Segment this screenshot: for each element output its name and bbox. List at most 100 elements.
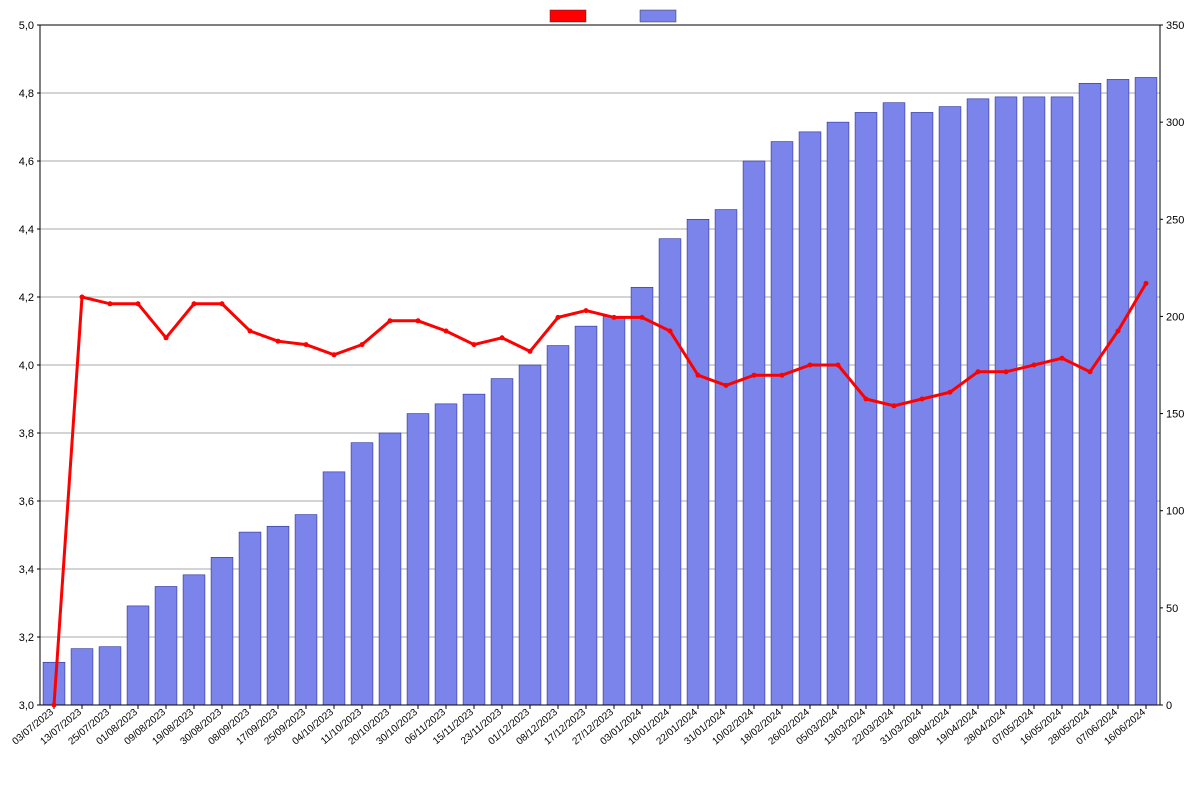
- bar: [911, 112, 933, 705]
- line-marker: [192, 301, 197, 306]
- right-axis-tick: 150: [1166, 409, 1184, 421]
- left-axis-tick: 3,4: [19, 564, 34, 576]
- left-axis-tick: 4,6: [19, 156, 34, 168]
- bar: [211, 557, 233, 705]
- bar: [267, 526, 289, 705]
- line-marker: [1116, 329, 1121, 334]
- line-marker: [304, 342, 309, 347]
- bar: [323, 472, 345, 705]
- bar: [463, 394, 485, 705]
- bar: [295, 515, 317, 705]
- bar: [1023, 97, 1045, 705]
- line-marker: [920, 397, 925, 402]
- line-marker: [752, 373, 757, 378]
- line-marker: [164, 335, 169, 340]
- left-axis-tick: 3,2: [19, 632, 34, 644]
- line-marker: [472, 342, 477, 347]
- bar: [435, 404, 457, 705]
- line-marker: [136, 301, 141, 306]
- left-axis-tick: 4,4: [19, 224, 34, 236]
- line-marker: [500, 335, 505, 340]
- line-marker: [808, 363, 813, 368]
- line-marker: [332, 352, 337, 357]
- line-marker: [892, 403, 897, 408]
- bar: [1135, 77, 1157, 705]
- left-axis-tick: 3,6: [19, 496, 34, 508]
- bar: [687, 219, 709, 705]
- line-marker: [80, 295, 85, 300]
- bar: [743, 161, 765, 705]
- right-axis-tick: 50: [1166, 603, 1178, 615]
- bar: [827, 122, 849, 705]
- bar: [239, 532, 261, 705]
- line-marker: [976, 369, 981, 374]
- legend-swatch: [640, 10, 676, 22]
- line-marker: [1144, 281, 1149, 286]
- right-axis-tick: 250: [1166, 214, 1184, 226]
- bar: [155, 586, 177, 705]
- bar: [771, 142, 793, 705]
- bar: [659, 239, 681, 705]
- line-marker: [584, 308, 589, 313]
- bar: [995, 97, 1017, 705]
- line-marker: [668, 329, 673, 334]
- bar: [715, 210, 737, 705]
- bar: [631, 287, 653, 705]
- line-marker: [836, 363, 841, 368]
- line-marker: [864, 397, 869, 402]
- bar: [603, 316, 625, 705]
- bar: [1107, 79, 1129, 705]
- bar: [547, 346, 569, 705]
- line-marker: [640, 315, 645, 320]
- line-marker: [696, 373, 701, 378]
- left-axis-tick: 4,0: [19, 360, 34, 372]
- bar: [855, 112, 877, 705]
- bar: [1079, 83, 1101, 705]
- bar: [967, 99, 989, 705]
- right-axis-tick: 200: [1166, 311, 1184, 323]
- line-marker: [220, 301, 225, 306]
- right-axis-tick: 0: [1166, 700, 1172, 712]
- legend-swatch: [550, 10, 586, 22]
- line-marker: [276, 339, 281, 344]
- line-marker: [1060, 356, 1065, 361]
- right-axis-tick: 350: [1166, 20, 1184, 32]
- bar: [71, 649, 93, 705]
- line-marker: [780, 373, 785, 378]
- line-marker: [528, 349, 533, 354]
- bar: [127, 606, 149, 705]
- bar: [379, 433, 401, 705]
- left-axis-tick: 3,8: [19, 428, 34, 440]
- bar: [407, 414, 429, 705]
- bar: [519, 365, 541, 705]
- bar: [183, 575, 205, 705]
- line-marker: [248, 329, 253, 334]
- line-marker: [556, 315, 561, 320]
- left-axis-tick: 3,0: [19, 700, 34, 712]
- bar: [351, 443, 373, 705]
- line-marker: [1032, 363, 1037, 368]
- bar: [1051, 97, 1073, 705]
- line-marker: [1088, 369, 1093, 374]
- left-axis-tick: 4,2: [19, 292, 34, 304]
- bar: [939, 107, 961, 705]
- line-marker: [612, 315, 617, 320]
- line-marker: [948, 390, 953, 395]
- combo-chart: 3,0 3,2 3,4 3,6 3,8 4,0 4,2 4,4 4,6 4,8 5,0 0 50 100 1…: [0, 0, 1200, 800]
- bar: [799, 132, 821, 705]
- line-marker: [416, 318, 421, 323]
- line-marker: [52, 703, 57, 708]
- left-axis-tick: 5,0: [19, 20, 34, 32]
- line-marker: [1004, 369, 1009, 374]
- right-axis-tick: 300: [1166, 117, 1184, 129]
- bar: [491, 379, 513, 705]
- left-axis-tick: 4,8: [19, 88, 34, 100]
- right-axis-tick: 100: [1166, 506, 1184, 518]
- line-marker: [724, 383, 729, 388]
- bar: [99, 647, 121, 705]
- line-marker: [388, 318, 393, 323]
- line-marker: [360, 342, 365, 347]
- bar: [575, 326, 597, 705]
- line-marker: [444, 329, 449, 334]
- line-marker: [108, 301, 113, 306]
